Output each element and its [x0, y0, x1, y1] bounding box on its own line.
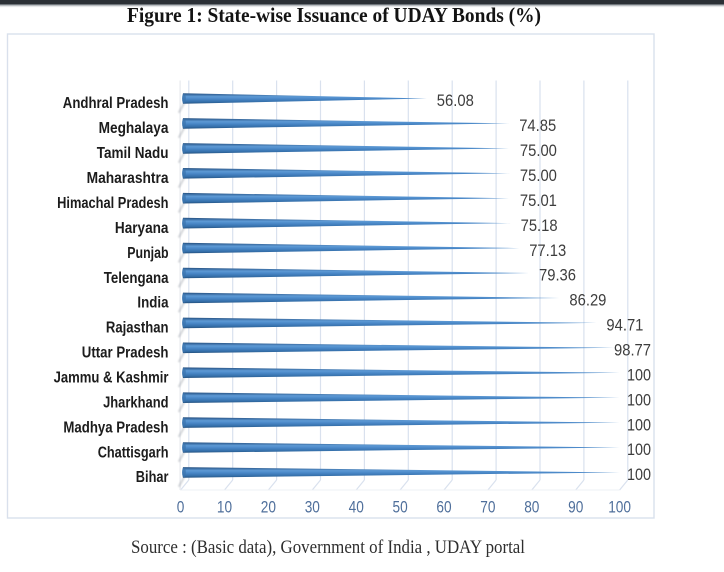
svg-text:Telengana: Telengana	[104, 270, 169, 287]
svg-text:94.71: 94.71	[606, 316, 643, 335]
svg-text:Uttar Pradesh: Uttar Pradesh	[82, 345, 169, 362]
svg-text:Source : (Basic data), Governm: Source : (Basic data), Government of Ind…	[131, 538, 525, 558]
svg-text:Himachal Pradesh: Himachal Pradesh	[57, 195, 168, 212]
svg-text:60: 60	[436, 498, 451, 517]
svg-text:30: 30	[305, 498, 320, 517]
svg-text:79.36: 79.36	[539, 266, 576, 285]
svg-text:56.08: 56.08	[437, 91, 474, 110]
svg-text:0: 0	[177, 498, 185, 517]
svg-text:Madhya Pradesh: Madhya Pradesh	[63, 419, 168, 436]
svg-text:100: 100	[627, 390, 651, 409]
svg-text:Andhral Pradesh: Andhral Pradesh	[63, 95, 169, 112]
svg-text:20: 20	[261, 498, 276, 517]
svg-text:Chattisgarh: Chattisgarh	[98, 444, 169, 461]
svg-text:Haryana: Haryana	[115, 220, 169, 237]
svg-text:40: 40	[349, 498, 364, 517]
svg-text:86.29: 86.29	[569, 291, 606, 310]
svg-text:Meghalaya: Meghalaya	[99, 120, 169, 137]
svg-text:10: 10	[217, 498, 232, 517]
svg-text:75.00: 75.00	[520, 166, 557, 185]
svg-text:75.01: 75.01	[520, 191, 557, 210]
svg-text:100: 100	[627, 440, 651, 459]
svg-text:Maharashtra: Maharashtra	[87, 170, 169, 187]
svg-text:50: 50	[393, 498, 408, 517]
svg-text:80: 80	[524, 498, 539, 517]
svg-text:90: 90	[568, 498, 583, 517]
svg-text:Tamil Nadu: Tamil Nadu	[97, 145, 169, 162]
svg-text:Figure 1: State-wise Issuance: Figure 1: State-wise Issuance of UDAY Bo…	[127, 3, 541, 27]
svg-text:Jammu & Kashmir: Jammu & Kashmir	[54, 370, 169, 387]
svg-text:74.85: 74.85	[519, 116, 556, 135]
svg-text:70: 70	[480, 498, 495, 517]
svg-text:75.18: 75.18	[521, 216, 558, 235]
svg-text:India: India	[137, 295, 168, 312]
svg-text:Jharkhand: Jharkhand	[103, 394, 168, 411]
svg-text:100: 100	[608, 498, 631, 517]
svg-text:98.77: 98.77	[614, 341, 651, 360]
svg-text:100: 100	[627, 365, 651, 384]
svg-text:100: 100	[627, 465, 651, 484]
svg-text:Punjab: Punjab	[127, 245, 168, 262]
svg-text:100: 100	[627, 415, 651, 434]
svg-text:77.13: 77.13	[529, 241, 566, 260]
svg-text:Rajasthan: Rajasthan	[106, 320, 169, 337]
svg-text:Bihar: Bihar	[136, 469, 169, 486]
svg-text:75.00: 75.00	[520, 141, 557, 160]
